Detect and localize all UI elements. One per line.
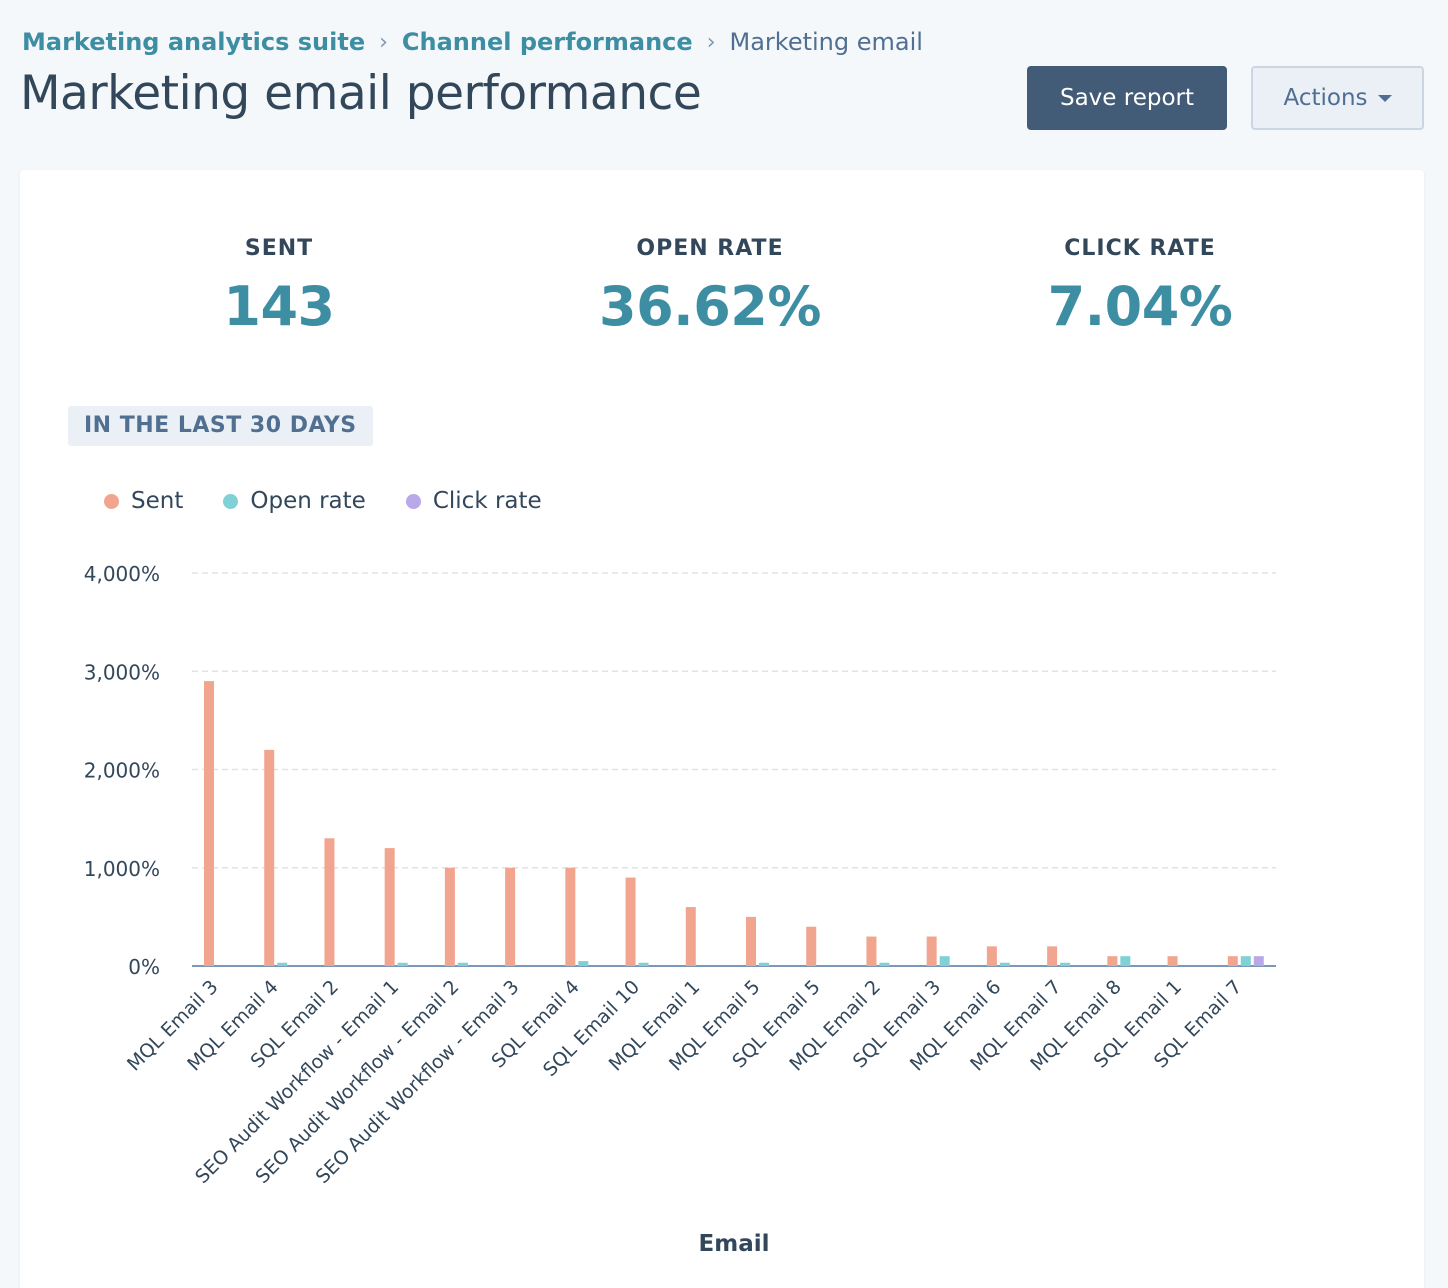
chevron-right-icon: ›: [379, 29, 388, 55]
kpi-value: 143: [223, 275, 335, 338]
bar-open-rate[interactable]: [999, 962, 1010, 966]
bar-sent[interactable]: [204, 681, 214, 966]
legend-item-sent[interactable]: Sent: [104, 488, 183, 514]
bar-sent[interactable]: [565, 867, 576, 966]
bar-open-rate[interactable]: [277, 962, 288, 966]
legend-dot-icon: [104, 493, 119, 509]
kpi-open-rate: OPEN RATE 36.62%: [560, 236, 860, 338]
x-axis-title: Email: [699, 1231, 770, 1257]
date-range-badge: IN THE LAST 30 DAYS: [68, 406, 373, 446]
bar-sent[interactable]: [1167, 956, 1178, 966]
legend-item-open-rate[interactable]: Open rate: [223, 488, 366, 514]
bar-sent[interactable]: [926, 936, 937, 966]
bar-sent[interactable]: [1047, 946, 1058, 966]
kpi-click-rate: CLICK RATE 7.04%: [990, 236, 1290, 338]
save-report-button[interactable]: Save report: [1027, 66, 1227, 130]
legend-dot-icon: [223, 493, 239, 509]
actions-label: Actions: [1283, 85, 1368, 111]
bar-open-rate[interactable]: [879, 962, 890, 966]
report-card: SENT 143 OPEN RATE 36.62% CLICK RATE 7.0…: [20, 170, 1424, 1288]
chevron-right-icon: ›: [706, 29, 716, 55]
bar-sent[interactable]: [625, 877, 636, 966]
kpi-value: 36.62%: [599, 275, 821, 338]
actions-dropdown-button[interactable]: Actions: [1251, 66, 1424, 130]
legend-label: Open rate: [250, 488, 366, 514]
breadcrumb-link-channel-performance[interactable]: Channel performance: [401, 28, 693, 56]
kpi-label: OPEN RATE: [636, 236, 784, 261]
page-title: Marketing email performance: [20, 66, 702, 121]
bar-sent[interactable]: [806, 926, 817, 966]
kpi-value: 7.04%: [1047, 275, 1233, 338]
bar-sent[interactable]: [384, 848, 395, 966]
breadcrumb-current: Marketing email: [729, 28, 923, 56]
bar-open-rate[interactable]: [1060, 962, 1071, 966]
bar-open-rate[interactable]: [638, 962, 649, 966]
bar-sent[interactable]: [986, 946, 997, 966]
y-tick-label: 1,000%: [84, 857, 160, 881]
y-tick-label: 2,000%: [84, 759, 160, 783]
breadcrumb: Marketing analytics suite › Channel perf…: [22, 28, 923, 56]
bar-sent[interactable]: [685, 907, 696, 966]
bar-open-rate[interactable]: [1120, 956, 1131, 966]
bar-sent[interactable]: [1227, 956, 1238, 966]
bar-open-rate[interactable]: [939, 956, 950, 966]
chart-legend: Sent Open rate Click rate: [104, 488, 542, 514]
y-tick-label: 0%: [128, 955, 160, 979]
bar-sent[interactable]: [866, 936, 877, 966]
kpi-label: SENT: [244, 236, 314, 261]
legend-label: Sent: [131, 488, 184, 514]
legend-item-click-rate[interactable]: Click rate: [405, 488, 542, 514]
bar-sent[interactable]: [324, 838, 335, 966]
bar-open-rate[interactable]: [578, 961, 589, 966]
kpi-label: CLICK RATE: [1064, 236, 1216, 261]
bar-chart: 0%1,000%2,000%3,000%4,000%MQL Email 3MQL…: [84, 562, 1276, 1257]
bar-open-rate[interactable]: [397, 962, 408, 966]
bar-sent[interactable]: [505, 867, 516, 966]
bar-sent[interactable]: [1107, 956, 1118, 966]
bar-sent[interactable]: [444, 867, 455, 966]
y-tick-label: 3,000%: [84, 660, 160, 684]
bar-open-rate[interactable]: [759, 962, 769, 966]
bar-click-rate[interactable]: [1253, 956, 1264, 966]
caret-down-icon: [1377, 94, 1392, 102]
legend-dot-icon: [405, 493, 421, 509]
bar-sent[interactable]: [264, 749, 275, 966]
kpi-sent: SENT 143: [129, 236, 429, 338]
bar-sent[interactable]: [746, 916, 756, 966]
bar-open-rate[interactable]: [1240, 956, 1251, 966]
y-tick-label: 4,000%: [84, 562, 160, 586]
bar-open-rate[interactable]: [457, 962, 468, 966]
legend-label: Click rate: [432, 488, 542, 514]
breadcrumb-link-analytics-suite[interactable]: Marketing analytics suite: [22, 28, 366, 56]
